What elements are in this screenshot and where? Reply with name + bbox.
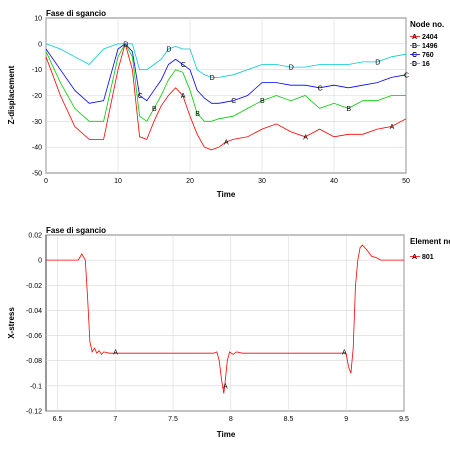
series-marker: A: [181, 93, 186, 100]
chart-x-stress: Fase di sgancio A A A 6.5 7 7.5 8 8.5 9 9.5 0.02…: [7, 226, 450, 439]
y-tick-label: -50: [32, 171, 42, 178]
series-marker: D: [123, 41, 128, 48]
series-marker: B: [346, 106, 351, 113]
y-tick-label: 0: [38, 41, 42, 48]
series-marker: C: [404, 72, 409, 79]
y-tick-label: 0: [38, 258, 42, 265]
series-marker: C: [318, 85, 323, 92]
legend-marker: A: [412, 34, 417, 41]
series-markers: A A A A B B B B C C C C C D D D D D: [123, 41, 409, 146]
grid-lines: [46, 234, 405, 412]
y-tick-label: 10: [34, 16, 42, 23]
y-tick-label: -0.12: [26, 409, 42, 416]
y-tick-label: -0.1: [30, 383, 42, 390]
y-tick-label: -0.08: [26, 358, 42, 365]
series-marker: A: [390, 124, 395, 131]
x-tick-label: 6.5: [53, 416, 63, 423]
x-tick-label: 10: [114, 178, 122, 185]
x-tick-label: 9.5: [399, 416, 409, 423]
y-axis-label: X-stress: [7, 307, 16, 339]
y-tick-label: -0.04: [26, 308, 42, 315]
x-tick-label: 8.5: [284, 416, 294, 423]
y-tick-label: -0.02: [26, 283, 42, 290]
legend-title: Node no.: [410, 20, 444, 29]
series-marker: A: [224, 140, 229, 147]
series-lines: [45, 42, 407, 151]
series-marker: D: [210, 75, 215, 82]
series-marker: C: [231, 98, 236, 105]
series-marker: A: [223, 383, 228, 390]
x-tick-label: 9: [344, 416, 348, 423]
y-tick-label: -10: [32, 67, 42, 74]
legend-entry-label: 801: [422, 254, 434, 261]
grid-lines: [45, 17, 407, 174]
x-tick-label: 30: [258, 178, 266, 185]
x-tick-labels: 0 10 20 30 40 50: [44, 178, 410, 185]
y-tick-labels: 10 0 -10 -20 -30 -40 -50: [32, 16, 42, 178]
y-tick-label: -30: [32, 119, 42, 126]
x-tick-label: 7.5: [168, 416, 178, 423]
series-marker: D: [166, 47, 171, 54]
x-tick-label: 50: [402, 178, 410, 185]
series-line-760: [45, 43, 407, 104]
series-line-801: [46, 244, 404, 394]
legend-entry-label: 16: [422, 61, 430, 68]
series-marker: B: [195, 111, 200, 118]
legend: A 2404 B 1496 C 760 D 16: [410, 34, 438, 68]
x-tick-label: 20: [186, 178, 194, 185]
series-line-1496: [45, 42, 406, 122]
series-marker: C: [181, 62, 186, 69]
x-axis-label: Time: [217, 190, 236, 199]
y-tick-label: -0.06: [26, 333, 42, 340]
x-tick-label: 0: [44, 178, 48, 185]
legend: A 801: [410, 254, 434, 261]
legend-marker: B: [412, 43, 417, 50]
series-marker: B: [260, 98, 265, 105]
chart-title: Fase di sgancio: [46, 9, 106, 18]
series-marker: A: [113, 349, 118, 356]
legend-marker: D: [412, 61, 417, 68]
series-lines: [46, 244, 404, 394]
legend-marker: A: [412, 254, 417, 261]
y-tick-label: 0.02: [28, 233, 42, 240]
series-line-2404: [45, 42, 407, 151]
x-tick-label: 8: [229, 416, 233, 423]
series-marker: D: [375, 59, 380, 66]
y-tick-label: -40: [32, 145, 42, 152]
x-tick-labels: 6.5 7 7.5 8 8.5 9 9.5: [53, 416, 409, 423]
y-tick-labels: 0.02 0 -0.02 -0.04 -0.06 -0.08 -0.1 -0.12: [26, 233, 42, 416]
legend-marker: C: [412, 52, 417, 59]
x-axis-label: Time: [217, 430, 236, 439]
legend-entry-label: 1496: [422, 43, 438, 50]
series-marker: C: [138, 93, 143, 100]
series-marker: B: [152, 106, 157, 113]
x-tick-label: 7: [113, 416, 117, 423]
series-markers: A A A: [113, 349, 347, 390]
series-marker: D: [289, 65, 294, 72]
legend-entry-label: 760: [422, 52, 434, 59]
series-line-16: [45, 43, 407, 78]
y-tick-label: -20: [32, 93, 42, 100]
legend-title: Element no.: [410, 237, 450, 246]
y-axis-label: Z-displacement: [7, 65, 16, 124]
series-marker: A: [303, 134, 308, 141]
x-tick-label: 40: [330, 178, 338, 185]
legend-entry-label: 2404: [422, 34, 438, 41]
chart-title: Fase di sgancio: [46, 226, 106, 235]
series-marker: A: [342, 349, 347, 356]
